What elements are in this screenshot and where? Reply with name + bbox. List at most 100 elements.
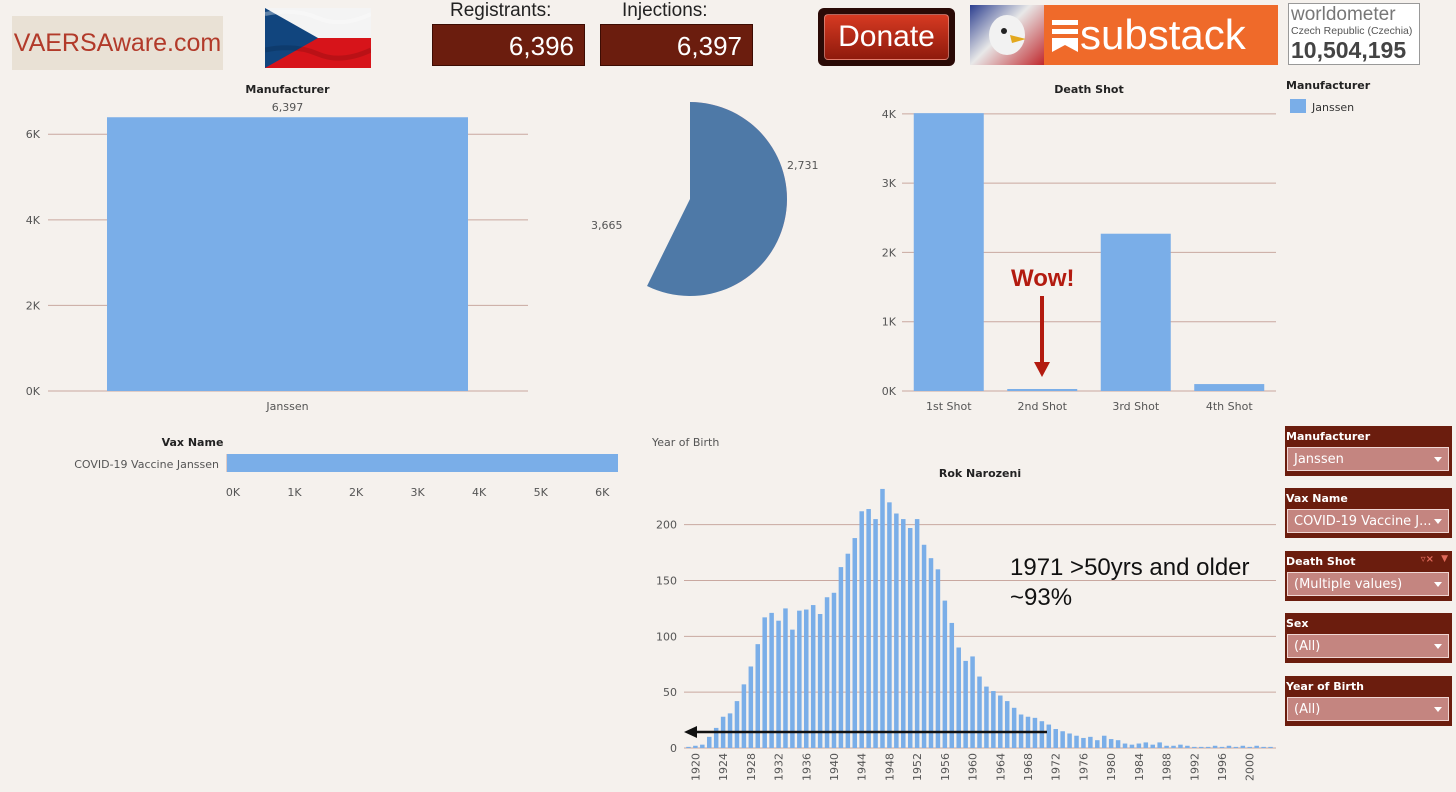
bar[interactable]	[970, 656, 975, 748]
bar[interactable]	[107, 117, 468, 391]
bar[interactable]	[859, 511, 864, 748]
bar[interactable]	[817, 614, 823, 748]
clear-filter-icon[interactable]: ▿×	[1420, 554, 1434, 565]
bar[interactable]	[991, 691, 996, 748]
bar[interactable]	[1143, 742, 1149, 748]
bar[interactable]	[1240, 745, 1246, 748]
bar[interactable]	[852, 538, 858, 748]
bar[interactable]	[1247, 746, 1252, 748]
bar[interactable]	[1108, 739, 1114, 748]
bar[interactable]	[783, 608, 788, 748]
bar[interactable]	[1129, 744, 1135, 748]
bar[interactable]	[727, 713, 733, 748]
bar[interactable]	[1067, 733, 1072, 748]
bar[interactable]	[1192, 746, 1197, 748]
bar[interactable]	[700, 744, 705, 748]
bar[interactable]	[1039, 721, 1045, 748]
bar[interactable]	[845, 553, 851, 748]
bar[interactable]	[1261, 746, 1266, 748]
bar[interactable]	[1136, 743, 1142, 748]
filter-menu-icon[interactable]: ▼	[1441, 554, 1448, 564]
bar[interactable]	[1007, 389, 1078, 391]
bar[interactable]	[901, 519, 906, 748]
manufacturer-dropdown[interactable]: Janssen	[1287, 447, 1449, 471]
bar[interactable]	[762, 617, 767, 748]
wow-arrow-head[interactable]	[1034, 362, 1050, 377]
bar[interactable]	[693, 745, 698, 748]
bar[interactable]	[831, 592, 837, 748]
site-logo[interactable]: VAERSAware.com	[12, 16, 223, 70]
bar[interactable]	[838, 567, 844, 748]
bar[interactable]	[984, 686, 989, 748]
bar[interactable]	[734, 701, 740, 748]
bar[interactable]	[1194, 384, 1265, 391]
donate-button[interactable]: Donate	[818, 8, 955, 66]
bar[interactable]	[873, 519, 878, 748]
bar[interactable]	[707, 736, 712, 748]
bar[interactable]	[977, 676, 982, 748]
bar[interactable]	[1157, 742, 1162, 748]
worldometer-widget[interactable]: worldometer Czech Republic (Czechia) 10,…	[1288, 3, 1420, 65]
bar[interactable]	[914, 519, 920, 748]
bar[interactable]	[1046, 724, 1052, 748]
bar[interactable]	[1164, 745, 1169, 748]
bar[interactable]	[942, 600, 948, 748]
bar[interactable]	[956, 647, 961, 749]
bar[interactable]	[1122, 743, 1128, 748]
bar[interactable]	[1074, 735, 1079, 748]
bar[interactable]	[804, 609, 809, 748]
bar[interactable]	[1226, 745, 1232, 748]
bar[interactable]	[1171, 745, 1176, 748]
bar[interactable]	[824, 597, 830, 748]
bar[interactable]	[880, 488, 885, 748]
bar[interactable]	[713, 727, 719, 748]
bar[interactable]	[1011, 707, 1017, 748]
bar[interactable]	[755, 644, 761, 748]
bar[interactable]	[998, 695, 1003, 748]
bar[interactable]	[1081, 737, 1086, 748]
substack-button[interactable]: substack	[970, 5, 1278, 65]
bar[interactable]	[1219, 746, 1225, 748]
bar[interactable]	[1254, 745, 1259, 748]
bar[interactable]	[1178, 744, 1183, 748]
bar[interactable]	[866, 509, 871, 748]
bar[interactable]	[1198, 746, 1204, 748]
bar[interactable]	[1004, 701, 1010, 748]
bar[interactable]	[1205, 746, 1211, 748]
pie-slice[interactable]	[647, 102, 787, 296]
year-of-birth-dropdown[interactable]: (All)	[1287, 697, 1449, 721]
bar[interactable]	[928, 558, 934, 748]
vax-name-dropdown[interactable]: COVID-19 Vaccine J...	[1287, 509, 1449, 533]
death-shot-dropdown[interactable]: (Multiple values)	[1287, 572, 1449, 596]
bar[interactable]	[1088, 736, 1093, 748]
bar[interactable]	[227, 454, 618, 472]
bar[interactable]	[776, 620, 781, 748]
bar[interactable]	[741, 684, 747, 748]
bar[interactable]	[1101, 735, 1107, 748]
bar[interactable]	[894, 513, 899, 749]
legend-swatch[interactable]	[1290, 99, 1306, 113]
bar[interactable]	[963, 660, 968, 748]
bar[interactable]	[1185, 745, 1190, 748]
bar[interactable]	[913, 113, 984, 392]
bar[interactable]	[1212, 745, 1218, 748]
sex-dropdown[interactable]: (All)	[1287, 634, 1449, 658]
bar[interactable]	[797, 610, 802, 748]
bar[interactable]	[907, 528, 913, 748]
age-arrow-head[interactable]	[684, 726, 697, 738]
bar[interactable]	[1233, 746, 1239, 748]
bar[interactable]	[810, 605, 816, 748]
bar[interactable]	[686, 746, 691, 748]
bar[interactable]	[1115, 740, 1121, 748]
bar[interactable]	[949, 622, 955, 748]
bar[interactable]	[921, 544, 927, 748]
bar[interactable]	[1100, 233, 1171, 391]
bar[interactable]	[935, 569, 941, 748]
bar[interactable]	[1095, 740, 1100, 748]
bar[interactable]	[1268, 746, 1273, 748]
bar[interactable]	[887, 502, 892, 748]
bar[interactable]	[790, 629, 795, 748]
bar[interactable]	[1053, 729, 1058, 748]
legend-item[interactable]: Janssen	[1312, 101, 1355, 114]
bar[interactable]	[748, 666, 754, 748]
